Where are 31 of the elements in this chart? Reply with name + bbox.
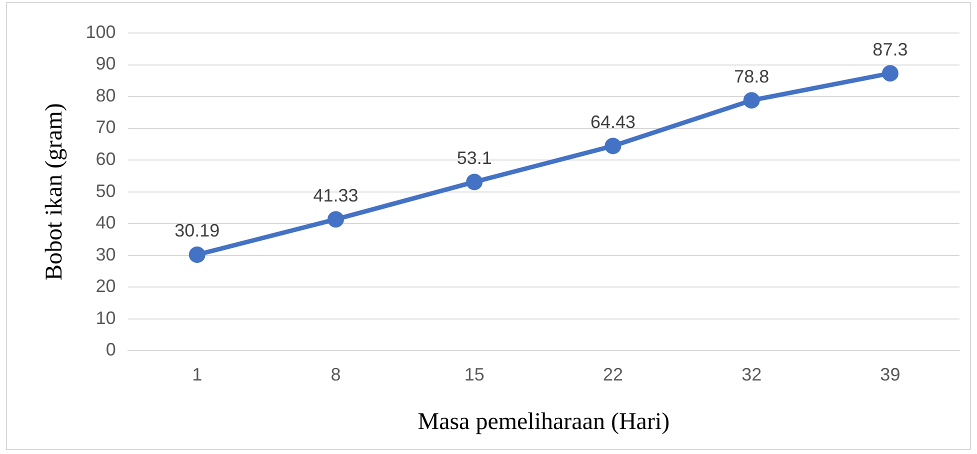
y-tick-label: 30 xyxy=(96,244,116,264)
data-label: 41.33 xyxy=(313,185,358,206)
data-label: 53.1 xyxy=(456,148,492,168)
y-tick-label: 100 xyxy=(86,22,116,42)
y-tick-label: 40 xyxy=(96,212,116,233)
x-tick-label: 1 xyxy=(192,364,202,384)
x-tick-label: 8 xyxy=(330,364,341,384)
y-tick-label: 60 xyxy=(96,149,116,170)
point xyxy=(466,174,483,190)
x-tick-label: 15 xyxy=(464,364,484,384)
data-label: 30.19 xyxy=(174,220,220,241)
x-tick-label: 32 xyxy=(742,364,762,384)
y-tick-label: 20 xyxy=(96,276,116,296)
data-label: 87.3 xyxy=(872,39,908,60)
y-tick-label: 50 xyxy=(96,180,116,201)
data-label: 64.43 xyxy=(590,112,636,132)
y-tick-label: 80 xyxy=(96,85,116,106)
y-tick-label: 10 xyxy=(96,308,116,328)
point xyxy=(188,246,206,263)
x-tick-label: 39 xyxy=(880,364,900,384)
x-axis-title: Masa pemeliharaan (Hari) xyxy=(418,408,670,435)
point xyxy=(882,65,898,82)
y-axis-title: Bobot ikan (gram) xyxy=(42,103,68,280)
y-tick-label: 90 xyxy=(96,54,116,74)
y-tick-label: 0 xyxy=(106,340,116,360)
x-tick-label: 22 xyxy=(602,364,623,384)
point xyxy=(328,211,344,228)
point xyxy=(743,92,760,109)
data-label: 78.8 xyxy=(734,66,770,86)
y-tick-label: 70 xyxy=(96,117,116,138)
point xyxy=(604,138,622,154)
